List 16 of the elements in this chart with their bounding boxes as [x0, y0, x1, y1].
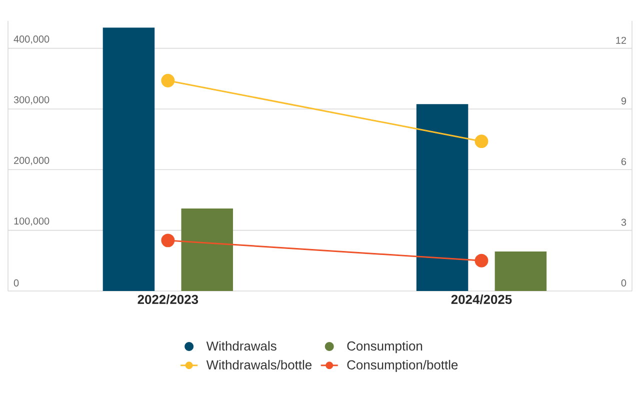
y2-tick-label: 12	[616, 36, 626, 44]
y2-tick-label: 3	[621, 218, 626, 226]
legend-label: Withdrawals/bottle	[206, 360, 312, 370]
y2-tick-label: 6	[621, 158, 626, 166]
y-tick-label: 200,000	[14, 156, 50, 166]
y2-tick-label: 9	[621, 97, 626, 104]
legend-label: Consumption/bottle	[347, 360, 458, 372]
x-tick-label: 2022/2023	[138, 294, 198, 304]
legend-label: Withdrawals	[206, 341, 276, 351]
legend-label: Consumption	[347, 341, 422, 354]
y-tick-label: 0	[14, 279, 19, 286]
y-tick-label: 300,000	[14, 96, 50, 104]
y-tick-label: 400,000	[14, 36, 50, 44]
x-tick-label: 2024/2025	[451, 294, 512, 304]
y2-tick-label: 0	[621, 279, 626, 286]
y-tick-label: 100,000	[14, 218, 50, 226]
